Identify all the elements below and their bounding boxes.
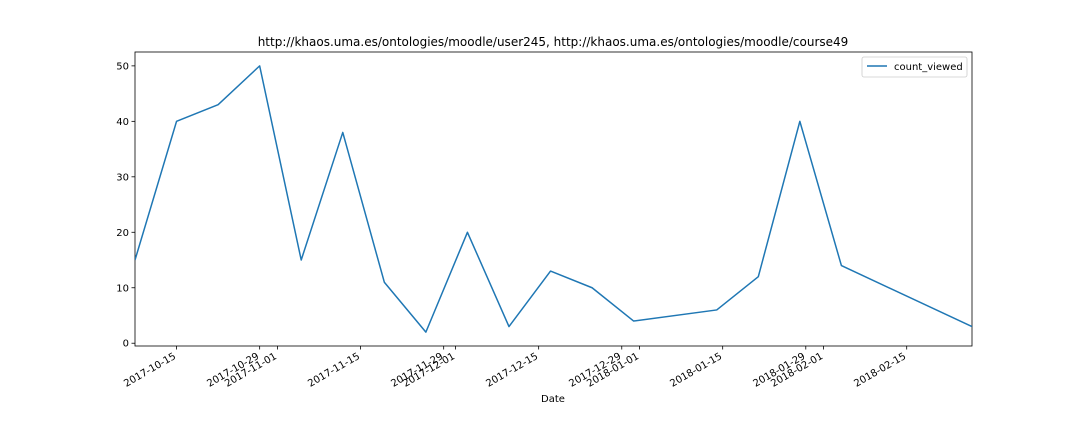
series-layer <box>135 65 972 333</box>
y-axis: 0 10 20 30 40 50 <box>116 61 135 350</box>
y-tick-label: 30 <box>116 172 129 183</box>
x-tick-label: 2017-12-15 <box>484 351 540 390</box>
chart-title: http://khaos.uma.es/ontologies/moodle/us… <box>258 35 849 49</box>
legend-box <box>861 56 968 78</box>
y-tick-label: 40 <box>116 117 129 128</box>
y-tick-label: 10 <box>116 283 129 294</box>
x-tick-label: 2017-10-15 <box>122 351 178 390</box>
legend-label: count_viewed <box>894 62 963 73</box>
x-tick-label: 2018-02-15 <box>852 351 908 390</box>
plot-area <box>134 51 973 347</box>
x-tick-label: 2017-11-15 <box>306 351 362 390</box>
legend: count_viewed <box>861 56 968 78</box>
x-tick-label: 2018-01-15 <box>668 351 724 390</box>
y-tick-label: 0 <box>123 339 129 350</box>
y-tick-label: 20 <box>116 228 129 239</box>
series-line-count_viewed <box>135 65 972 333</box>
x-axis-label: Date <box>541 394 565 405</box>
y-tick-label: 50 <box>116 61 129 72</box>
